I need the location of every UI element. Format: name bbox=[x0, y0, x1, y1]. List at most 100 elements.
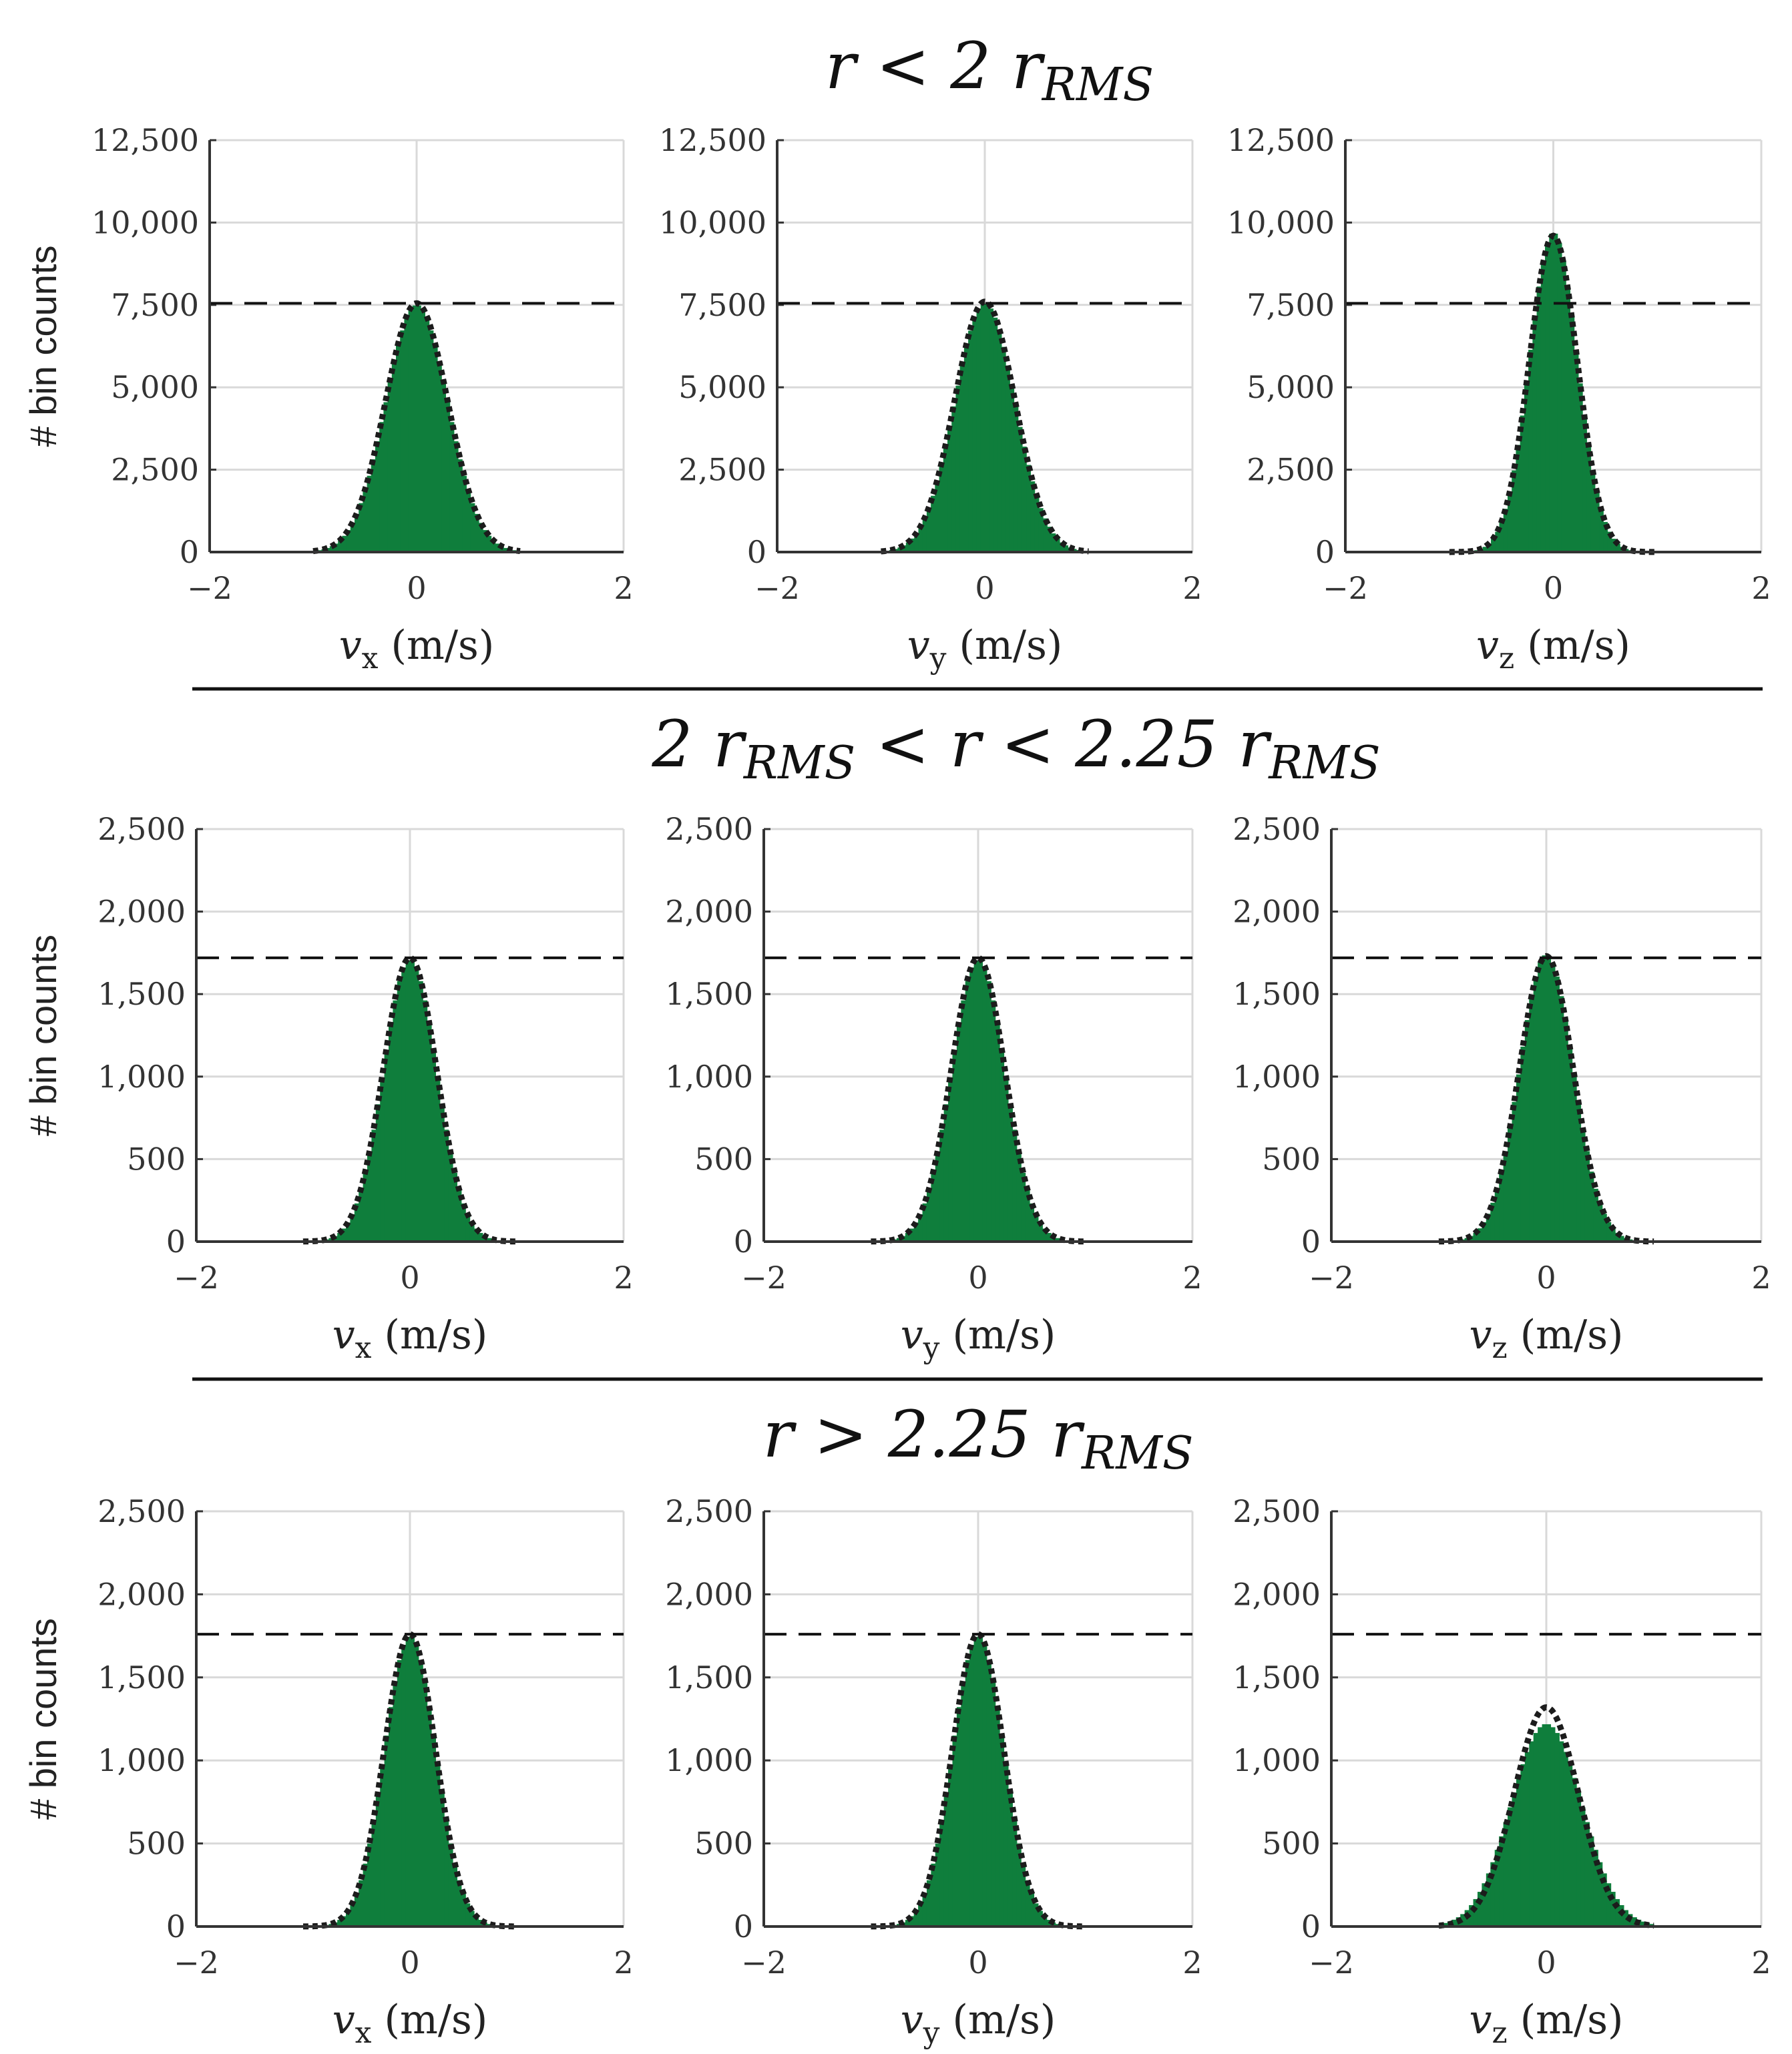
x-axis-label-var: v bbox=[339, 622, 362, 669]
histogram-bar bbox=[1055, 538, 1060, 552]
row-title-1: r < 2 rRMS bbox=[825, 29, 1154, 111]
histogram-bar bbox=[1499, 1172, 1504, 1242]
histogram-bar bbox=[1589, 1836, 1594, 1927]
row-title-2-s1: RMS bbox=[742, 737, 855, 790]
histogram-bar bbox=[959, 365, 965, 552]
y-tick-label: 12,500 bbox=[659, 122, 766, 158]
histogram-bar bbox=[418, 1659, 423, 1927]
gaussian-fit-line bbox=[881, 298, 1089, 555]
histogram-bars bbox=[881, 304, 1090, 552]
histogram-bar bbox=[1494, 1188, 1500, 1242]
y-tick-label: 7,500 bbox=[111, 287, 199, 323]
histogram-bar bbox=[1486, 1873, 1491, 1927]
histogram-bar bbox=[483, 530, 487, 552]
histogram-bar bbox=[367, 1843, 372, 1927]
histogram-bar bbox=[1584, 1822, 1590, 1927]
histogram-bar bbox=[943, 447, 948, 552]
x-tick-label: 0 bbox=[968, 1945, 987, 1981]
y-tick-label: 0 bbox=[166, 1224, 186, 1260]
y-tick-label: 1,500 bbox=[1233, 1659, 1321, 1696]
histogram-bar bbox=[1549, 234, 1554, 552]
histogram-bar bbox=[346, 1222, 351, 1242]
histogram-bar bbox=[425, 318, 430, 552]
x-axis-label-sub: y bbox=[929, 641, 947, 676]
histogram-bar bbox=[1540, 261, 1546, 552]
histogram-bar bbox=[991, 1681, 996, 1927]
histogram-bar bbox=[389, 1707, 393, 1927]
histogram-bar bbox=[444, 1820, 449, 1927]
x-tick-label: 2 bbox=[1751, 1260, 1771, 1296]
y-tick-label: 0 bbox=[1301, 1224, 1321, 1260]
histogram-bar bbox=[1473, 1898, 1478, 1927]
x-axis-label-sub: z bbox=[1492, 2016, 1507, 2050]
histogram-bar bbox=[1545, 243, 1550, 552]
histogram-bar bbox=[354, 1893, 359, 1927]
histogram-bar bbox=[437, 363, 442, 552]
x-tick-label: 2 bbox=[1182, 1260, 1202, 1296]
row-title-1-main: r < 2 r bbox=[825, 29, 1046, 103]
histogram-bar bbox=[918, 1214, 923, 1242]
histogram-bar bbox=[986, 981, 991, 1242]
histogram-bar bbox=[1014, 406, 1019, 552]
histogram-bar bbox=[503, 547, 508, 552]
histogram-bar bbox=[1524, 1020, 1530, 1242]
histogram-bar bbox=[1021, 1863, 1026, 1927]
histogram-bar bbox=[1536, 286, 1542, 552]
histogram-bar bbox=[1561, 261, 1566, 552]
x-axis-label-unit: (m/s) bbox=[939, 1997, 1056, 2043]
histogram-bar bbox=[1570, 316, 1575, 552]
x-axis-label-sub: y bbox=[923, 2016, 940, 2050]
histogram-bar bbox=[1550, 963, 1556, 1242]
x-tick-label: 0 bbox=[1536, 1945, 1556, 1981]
histogram-bar bbox=[375, 1793, 381, 1927]
y-tick-label: 2,000 bbox=[665, 894, 753, 930]
histogram-bar bbox=[1533, 1733, 1538, 1927]
histogram-bar bbox=[350, 1903, 355, 1927]
histogram-bar bbox=[1503, 509, 1508, 552]
histogram-bar bbox=[1012, 1820, 1018, 1927]
histogram-bar bbox=[1486, 1214, 1491, 1242]
histogram-bar bbox=[1606, 1883, 1612, 1927]
histogram-bar bbox=[453, 441, 459, 552]
histogram-bar bbox=[337, 1920, 343, 1927]
histogram-bar bbox=[943, 1793, 949, 1927]
histogram-bar bbox=[952, 1735, 957, 1927]
histogram-bar bbox=[1030, 1893, 1035, 1927]
histogram-bar bbox=[1606, 1222, 1612, 1242]
histogram-bar bbox=[952, 1049, 957, 1242]
histogram-bar bbox=[935, 481, 940, 552]
y-tick-label: 1,000 bbox=[97, 1059, 186, 1095]
histogram-bar bbox=[965, 1659, 970, 1927]
histogram-bar bbox=[1038, 1222, 1043, 1242]
histogram-bar bbox=[1516, 445, 1521, 552]
histogram-bar bbox=[359, 1190, 364, 1242]
histogram-bar bbox=[367, 475, 372, 552]
histogram-bar bbox=[457, 1190, 462, 1242]
histogram-bar bbox=[435, 1077, 441, 1242]
x-tick-label: 2 bbox=[1751, 1945, 1771, 1981]
histogram-bar bbox=[375, 441, 380, 552]
histogram-bars bbox=[1439, 1724, 1654, 1927]
histogram-bar bbox=[931, 1172, 936, 1242]
histogram-bar bbox=[973, 1637, 979, 1927]
histogram-bar bbox=[1047, 527, 1052, 552]
histogram-bar bbox=[897, 1238, 902, 1242]
histogram-bar bbox=[1516, 1074, 1521, 1242]
histogram-bar bbox=[1477, 1892, 1482, 1927]
y-tick-label: 2,500 bbox=[678, 452, 766, 488]
histogram-bar bbox=[380, 1077, 385, 1242]
histogram-bar bbox=[965, 981, 970, 1242]
x-axis-label-var: v bbox=[907, 622, 930, 669]
y-tick-label: 0 bbox=[166, 1908, 186, 1945]
histogram-bar bbox=[1546, 1724, 1552, 1927]
gaussian-fit-line bbox=[1438, 1704, 1654, 1929]
histogram-bar bbox=[363, 1172, 368, 1242]
histogram-bar bbox=[1619, 1236, 1624, 1242]
histogram-bar bbox=[1568, 1046, 1573, 1242]
x-tick-label: −2 bbox=[1309, 1260, 1354, 1296]
histogram-bar bbox=[401, 967, 407, 1242]
histogram-bar bbox=[905, 542, 911, 552]
histogram-bar bbox=[1010, 385, 1015, 552]
histogram-bar bbox=[935, 1843, 940, 1927]
